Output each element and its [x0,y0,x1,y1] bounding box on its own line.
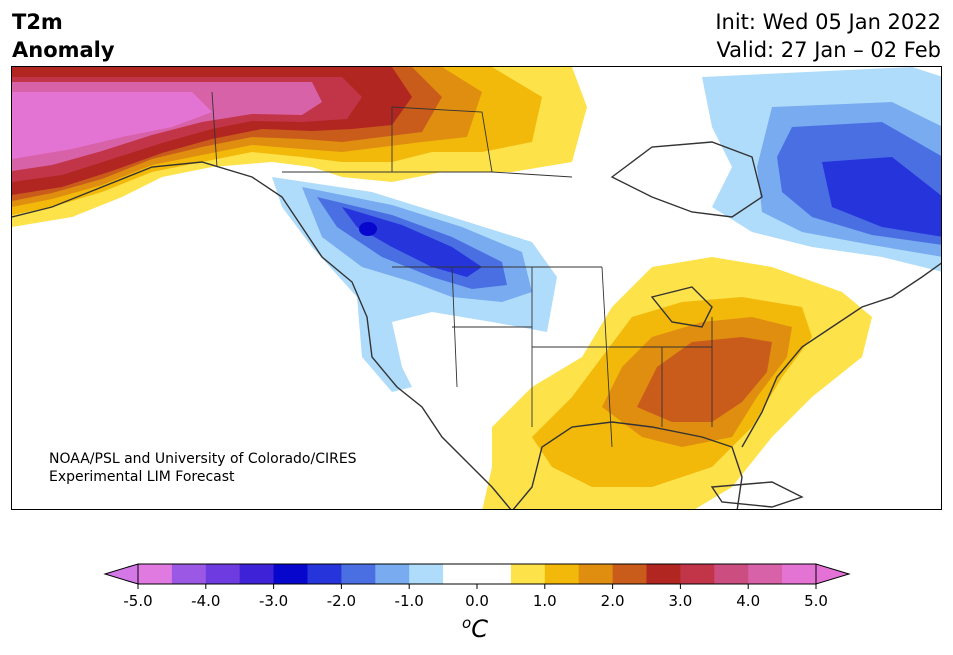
political-borders [211,91,713,448]
colorbar-cell [341,564,376,584]
colorbar-cell [273,564,308,584]
colorbar-cell [578,564,614,584]
title-variable: T2m [12,10,63,34]
colorbar-tick-label: -3.0 [259,592,288,610]
colorbar-cell [544,564,580,584]
colorbar-tick-label: 4.0 [736,592,760,610]
map-svg [12,67,941,509]
anomaly-quebec-dark [822,157,941,237]
colorbar-cell [205,564,241,584]
forecast-dates: Init: Wed 05 Jan 2022 Valid: 27 Jan – 02… [715,8,941,64]
colorbar: -5.0 -4.0 -3.0 -2.0 -1.0 0.0 1.0 2.0 3.0 4.0 5.0 [103,563,851,610]
colorbar-tick-label: 2.0 [601,592,625,610]
credit-line-1: NOAA/PSL and University of Colorado/CIRE… [49,451,357,467]
colorbar-cell [477,564,512,584]
colorbar-cell [171,564,207,584]
colorbar-tick-label: 5.0 [804,592,828,610]
anomaly-rockies-core [359,222,377,236]
colorbar-cell [748,564,783,584]
colorbar-ticks: -5.0 -4.0 -3.0 -2.0 -1.0 0.0 1.0 2.0 3.0 4.0 5.0 [123,584,828,610]
colorbar-tick-label: -2.0 [327,592,356,610]
init-date: Init: Wed 05 Jan 2022 [715,10,941,34]
colorbar-cell [409,564,444,584]
colorbar-cell [443,564,478,584]
colorbar-cell [680,564,715,584]
colorbar-cell [646,564,681,584]
colorbar-cell [239,564,275,584]
colorbar-cell [782,564,817,584]
colorbar-unit: oC [462,614,488,643]
unit-degree: o [462,614,472,632]
colorbar-overflow-arrow [815,563,851,585]
anomaly-map: NOAA/PSL and University of Colorado/CIRE… [11,66,942,510]
anomaly-alaska-magenta [12,92,212,159]
colorbar-tick-label: -5.0 [123,592,152,610]
colorbar-tick-label: 0.0 [465,592,489,610]
credit-text: NOAA/PSL and University of Colorado/CIRE… [49,450,357,486]
map-title: T2m Anomaly [12,8,115,64]
colorbar-cell [510,564,546,584]
title-subtitle: Anomaly [12,38,115,62]
anomaly-rockies-darkblue [342,207,482,277]
colorbar-cell [138,564,173,584]
colorbar-cell [307,564,342,584]
colorbar-tick-label: -1.0 [395,592,424,610]
colorbar-tick-label: 3.0 [668,592,692,610]
colorbar-cell [375,564,410,584]
coastlines [12,141,941,509]
colorbar-tick-label: -4.0 [191,592,220,610]
unit-letter: C [471,615,488,643]
colorbar-cell [612,564,647,584]
valid-range: Valid: 27 Jan – 02 Feb [716,38,941,62]
credit-line-2: Experimental LIM Forecast [49,469,235,485]
colorbar-tick-label: 1.0 [533,592,557,610]
colorbar-cells [138,564,817,584]
colorbar-underflow-arrow [103,563,139,585]
colorbar-cell [714,564,749,584]
anomaly-se-rust [637,337,772,422]
